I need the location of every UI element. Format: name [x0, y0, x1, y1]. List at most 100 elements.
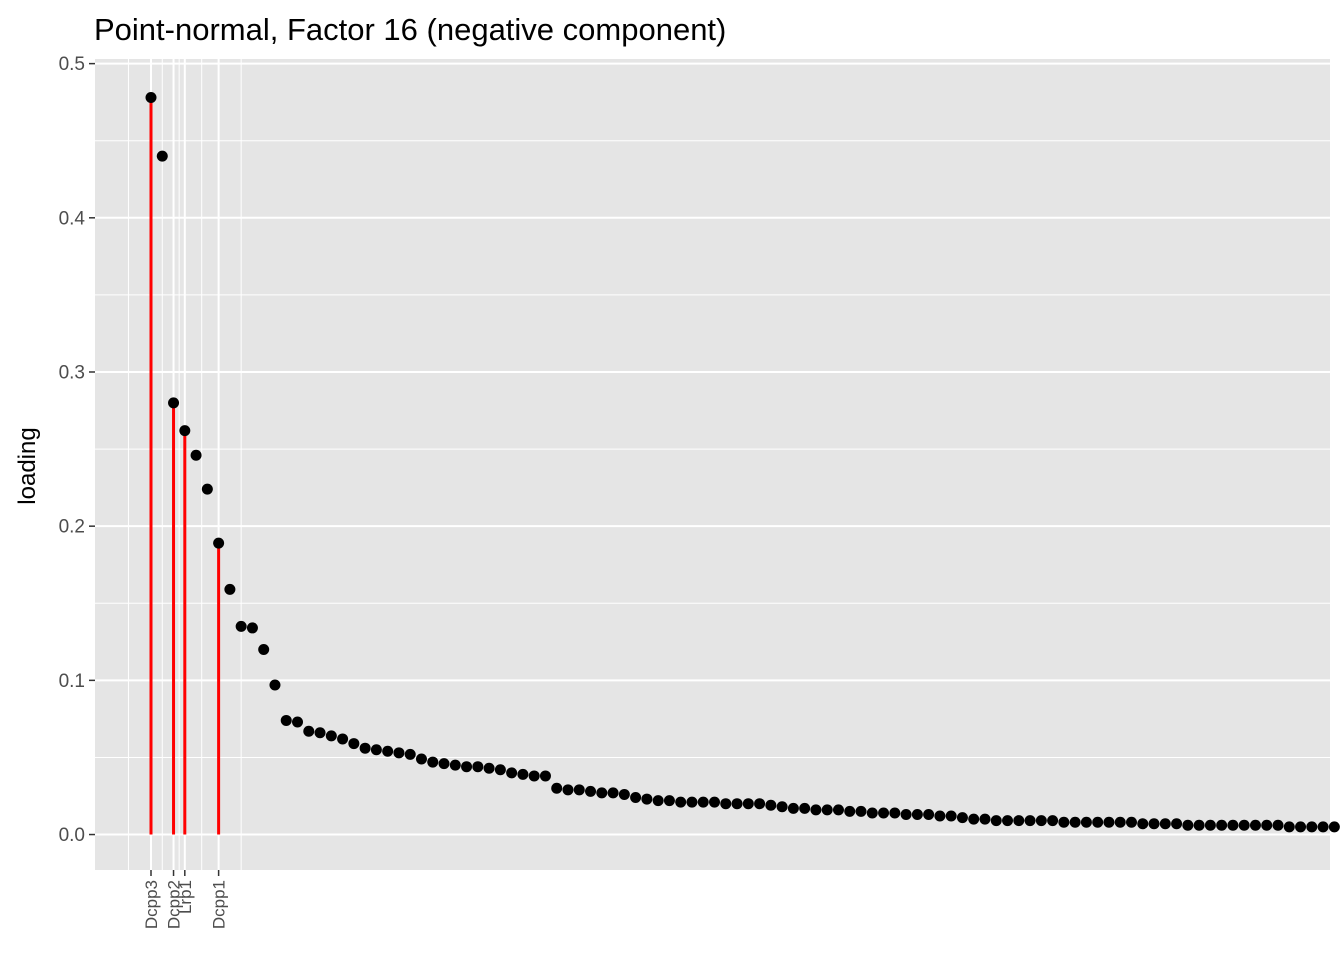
- data-point: [1137, 818, 1149, 830]
- data-point: [1148, 818, 1160, 830]
- data-point: [1080, 816, 1092, 828]
- data-point: [314, 727, 326, 739]
- data-point: [292, 716, 304, 728]
- data-point: [945, 810, 957, 822]
- x-tick-label-dcpp3: Dcpp3: [142, 880, 161, 929]
- data-point: [641, 793, 653, 805]
- data-point: [956, 812, 968, 824]
- y-tick-label: 0.0: [59, 825, 85, 846]
- data-point: [280, 714, 292, 726]
- data-point: [742, 798, 754, 810]
- data-point: [968, 813, 980, 825]
- data-point: [224, 583, 236, 595]
- data-point: [1306, 821, 1318, 833]
- data-point: [1261, 819, 1273, 831]
- y-tick-label: 0.1: [59, 671, 85, 692]
- data-point: [776, 801, 788, 813]
- y-axis-title: loading: [14, 427, 41, 504]
- data-point: [1047, 815, 1059, 827]
- y-tick-label: 0.5: [59, 54, 85, 75]
- data-point: [799, 802, 811, 814]
- data-point: [765, 799, 777, 811]
- data-point: [1125, 816, 1137, 828]
- data-point: [1193, 819, 1205, 831]
- data-point: [1204, 819, 1216, 831]
- data-point: [506, 767, 518, 779]
- panel-background: [95, 59, 1330, 870]
- data-point: [878, 807, 890, 819]
- data-point: [832, 804, 844, 816]
- data-point: [607, 787, 619, 799]
- data-point: [675, 796, 687, 808]
- data-point: [1024, 815, 1036, 827]
- data-point: [201, 483, 213, 495]
- data-point: [652, 795, 664, 807]
- data-point: [370, 744, 382, 756]
- data-point: [472, 761, 484, 773]
- data-point: [145, 92, 157, 104]
- data-point: [246, 622, 258, 634]
- data-point: [528, 770, 540, 782]
- data-point: [427, 756, 439, 768]
- data-point: [483, 762, 495, 774]
- data-point: [1013, 815, 1025, 827]
- data-point: [709, 796, 720, 808]
- data-point: [979, 813, 991, 825]
- data-point: [731, 798, 743, 810]
- data-point: [754, 798, 766, 810]
- data-point: [866, 807, 878, 819]
- data-point: [551, 782, 563, 794]
- data-point: [923, 808, 935, 820]
- data-point: [1295, 821, 1307, 833]
- data-point: [855, 805, 867, 817]
- data-point: [618, 788, 630, 800]
- x-tick-label-dcpp2: Dcpp2: [165, 880, 184, 929]
- y-tick-label: 0.3: [59, 362, 85, 383]
- data-point: [821, 804, 833, 816]
- data-point: [585, 785, 597, 797]
- data-point: [1182, 819, 1194, 831]
- data-point: [990, 815, 1002, 827]
- data-point: [810, 804, 822, 816]
- data-point: [1114, 816, 1126, 828]
- data-point: [573, 784, 585, 796]
- data-point: [517, 768, 529, 780]
- data-point: [359, 742, 371, 754]
- data-point: [900, 808, 912, 820]
- data-point: [1171, 818, 1183, 830]
- data-point: [235, 620, 247, 632]
- data-point: [934, 810, 946, 822]
- data-point: [1092, 816, 1104, 828]
- data-point: [686, 796, 698, 808]
- y-tick-label: 0.2: [59, 517, 85, 538]
- chart-title: Point-normal, Factor 16 (negative compon…: [94, 12, 726, 47]
- data-point: [1002, 815, 1014, 827]
- data-point: [168, 397, 180, 409]
- data-point: [1317, 821, 1329, 833]
- data-point: [1103, 816, 1115, 828]
- data-point: [269, 679, 281, 691]
- x-tick-label-dcpp1: Dcpp1: [210, 880, 229, 929]
- y-axis: 0.0 0.1 0.2 0.3 0.4 0.5: [59, 54, 95, 846]
- data-point: [348, 738, 360, 750]
- data-point: [1238, 819, 1250, 831]
- data-point: [1227, 819, 1239, 831]
- data-point: [438, 758, 450, 770]
- data-point: [844, 805, 856, 817]
- y-tick-label: 0.4: [59, 208, 86, 229]
- data-point: [325, 730, 337, 742]
- x-tick-label-lrp1: Lrp1: [176, 880, 195, 914]
- data-point: [382, 745, 394, 757]
- data-point: [787, 802, 799, 814]
- data-point: [562, 784, 574, 796]
- data-point: [415, 753, 427, 765]
- data-point: [1216, 819, 1228, 831]
- data-point: [911, 808, 923, 820]
- data-point: [720, 798, 732, 810]
- data-point: [697, 796, 709, 808]
- data-point: [461, 761, 473, 773]
- data-point: [179, 425, 191, 437]
